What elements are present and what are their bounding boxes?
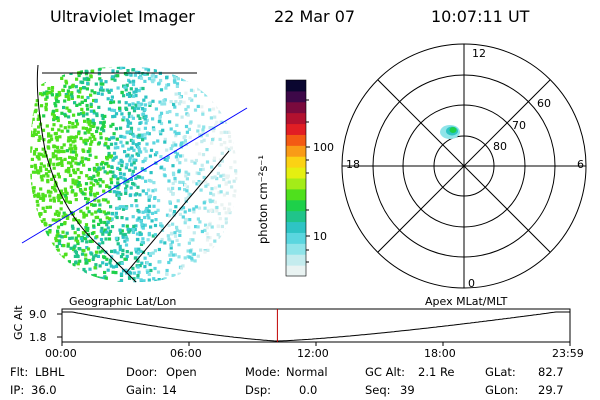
altitude-curve: [62, 311, 570, 342]
polar-diagonal-1: [377, 79, 551, 253]
time-tick-4: 23:59: [552, 347, 584, 360]
gain-value: 14: [162, 383, 177, 397]
seq-key: Seq:: [365, 383, 391, 397]
lat-label-80: 80: [493, 140, 507, 153]
glat-value: 82.7: [538, 365, 564, 379]
flt-key: Flt:: [10, 365, 29, 379]
terminator-line: [21, 107, 248, 244]
polar-ring-60: [372, 74, 556, 258]
colorbar-tick-10: 10: [313, 230, 327, 243]
mlt-label-0: 0: [468, 277, 475, 290]
polar-ring-80: [433, 135, 495, 197]
seq-value: 39: [400, 383, 415, 397]
ip-key: IP:: [10, 383, 25, 397]
colorbar-segment: [286, 243, 306, 255]
ip-value: 36.0: [31, 383, 57, 397]
glon-value: 29.7: [538, 383, 564, 397]
mlt-label-6: 6: [577, 158, 584, 171]
time-label: 10:07:11 UT: [431, 7, 530, 26]
glat-key: GLat:: [485, 365, 516, 379]
time-tick-1: 06:00: [170, 347, 202, 360]
colorbar-segment: [286, 265, 306, 277]
lat-label-70: 70: [512, 119, 526, 132]
mode-value: Normal: [286, 365, 328, 379]
lat-label-60: 60: [537, 97, 551, 110]
mlt-label-12: 12: [472, 47, 486, 60]
colorbar-unit-label: photon cm⁻²s⁻¹: [256, 155, 270, 244]
time-tick-2: 12:00: [297, 347, 329, 360]
colorbar-segment: [286, 178, 306, 190]
dsp-value: 0.0: [299, 383, 318, 397]
colorbar-segment: [286, 101, 306, 114]
polar-ring-50: [341, 43, 587, 289]
door-value: Open: [166, 365, 197, 379]
door-key: Door:: [126, 365, 158, 379]
polar-aurora-blob: [440, 125, 460, 139]
glon-key: GLon:: [485, 383, 519, 397]
track-ymin: 1.8: [29, 331, 47, 344]
colorbar-segment: [286, 80, 306, 92]
mode-key: Mode:: [245, 365, 281, 379]
colorbar-segment: [286, 210, 306, 223]
colorbar-segment: [286, 112, 306, 125]
colorbar-segment: [286, 156, 306, 168]
track-right-label: Apex MLat/MLT: [425, 295, 508, 308]
colorbar-segment: [286, 123, 306, 135]
mlt-label-18: 18: [346, 158, 360, 171]
colorbar-segment: [286, 188, 306, 201]
colorbar-segment: [286, 134, 306, 146]
instrument-title: Ultraviolet Imager: [50, 7, 195, 26]
polar-diagonal-2: [377, 79, 551, 253]
dsp-key: Dsp:: [245, 383, 272, 397]
track-ymax: 9.0: [29, 308, 47, 321]
longitude-line: [36, 64, 137, 283]
colorbar-segment: [286, 254, 306, 266]
polar-ring-70: [402, 104, 526, 228]
colorbar-segment: [286, 90, 306, 103]
colorbar-segment: [286, 145, 306, 157]
uv-image: [30, 66, 238, 283]
track-frame: [61, 308, 571, 343]
time-tick-3: 18:00: [424, 347, 456, 360]
colorbar-frame: [285, 79, 307, 277]
date-label: 22 Mar 07: [274, 7, 356, 26]
gcalt-value: 2.1 Re: [418, 365, 455, 379]
colorbar-segment: [286, 199, 306, 212]
track-left-label: Geographic Lat/Lon: [69, 295, 177, 308]
track-axis-label: GC Alt: [12, 305, 25, 340]
colorbar-segment: [286, 221, 306, 233]
colorbar-tick-100: 100: [313, 141, 334, 154]
gcalt-key: GC Alt:: [365, 365, 406, 379]
colorbar-segment: [286, 232, 306, 244]
longitude-line-right: [125, 150, 230, 274]
flt-value: LBHL: [35, 365, 65, 379]
colorbar-segment: [286, 167, 306, 179]
gain-key: Gain:: [126, 383, 157, 397]
time-tick-0: 00:00: [45, 347, 77, 360]
